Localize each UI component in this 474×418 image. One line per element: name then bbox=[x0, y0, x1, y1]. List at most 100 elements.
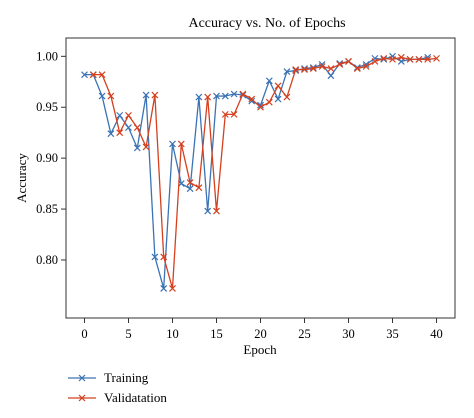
data-point-training bbox=[160, 285, 168, 292]
data-point-validatation bbox=[309, 65, 317, 72]
legend-marker-validatation bbox=[78, 394, 86, 402]
series-layer bbox=[81, 52, 440, 292]
x-tick-label: 35 bbox=[386, 327, 399, 341]
data-point-validatation bbox=[406, 55, 414, 63]
data-point-validatation bbox=[186, 179, 194, 187]
legend-marker-x bbox=[78, 374, 86, 382]
data-point-validatation bbox=[89, 71, 97, 79]
data-point-validatation bbox=[248, 95, 256, 103]
data-point-training bbox=[230, 90, 238, 98]
y-tick-label: 0.95 bbox=[36, 100, 58, 114]
x-tick-label: 30 bbox=[342, 327, 355, 341]
x-tick-label: 10 bbox=[166, 327, 179, 341]
data-point-validatation bbox=[318, 63, 326, 70]
data-point-training bbox=[221, 92, 229, 100]
data-point-training bbox=[213, 92, 220, 100]
plot-area-frame bbox=[65, 37, 456, 319]
data-point-validatation bbox=[169, 285, 176, 292]
data-point-validatation bbox=[274, 82, 282, 90]
data-point-training bbox=[309, 64, 317, 71]
data-point-validatation bbox=[151, 91, 159, 99]
y-tick-label: 0.80 bbox=[36, 253, 58, 267]
x-tick-label: 5 bbox=[125, 327, 131, 341]
legend-marker-x bbox=[78, 394, 86, 402]
data-point-validatation bbox=[142, 143, 150, 151]
data-point-training bbox=[81, 71, 88, 79]
data-point-validatation bbox=[327, 65, 335, 72]
data-point-validatation bbox=[107, 92, 115, 100]
data-point-validatation bbox=[98, 71, 106, 79]
data-point-training bbox=[274, 95, 282, 103]
data-point-training bbox=[151, 253, 159, 261]
x-axis-label: Epoch bbox=[243, 342, 277, 357]
y-tick-label: 0.85 bbox=[36, 202, 58, 216]
data-point-validatation bbox=[433, 54, 440, 62]
data-point-validatation bbox=[125, 111, 132, 119]
x-tick-label: 40 bbox=[430, 327, 443, 341]
chart-title: Accuracy vs. No. of Epochs bbox=[188, 16, 345, 31]
data-point-training bbox=[142, 91, 150, 99]
data-point-validatation bbox=[160, 253, 168, 261]
data-point-validatation bbox=[283, 93, 291, 101]
legend-marker-training bbox=[78, 374, 86, 382]
legend-label-training: Training bbox=[104, 370, 149, 385]
data-point-training bbox=[133, 144, 141, 152]
data-point-validatation bbox=[239, 90, 247, 98]
data-point-validatation bbox=[353, 65, 361, 72]
series-training bbox=[81, 52, 432, 292]
data-point-training bbox=[353, 64, 361, 71]
data-point-training bbox=[204, 207, 212, 215]
data-point-training bbox=[257, 101, 264, 109]
data-point-training bbox=[125, 124, 132, 132]
data-point-validatation bbox=[221, 110, 229, 118]
data-point-validatation bbox=[204, 93, 212, 101]
series-line-validatation bbox=[93, 56, 437, 290]
data-point-training bbox=[186, 185, 194, 193]
data-point-validatation bbox=[292, 66, 300, 73]
data-point-training bbox=[116, 111, 124, 119]
data-point-training bbox=[248, 97, 256, 105]
data-point-validatation bbox=[380, 54, 388, 62]
y-axis-label: Accuracy bbox=[14, 153, 29, 203]
data-point-validatation bbox=[397, 53, 405, 61]
data-point-validatation bbox=[116, 129, 124, 137]
data-point-validatation bbox=[230, 110, 238, 118]
data-point-validatation bbox=[177, 140, 185, 148]
data-point-validatation bbox=[424, 55, 432, 63]
data-point-validatation bbox=[301, 66, 308, 73]
y-tick-label: 1.00 bbox=[36, 49, 58, 63]
data-point-validatation bbox=[257, 103, 264, 111]
data-point-training bbox=[265, 77, 273, 85]
data-point-training bbox=[169, 140, 176, 148]
data-point-validatation bbox=[415, 55, 423, 63]
series-validatation bbox=[89, 53, 440, 292]
data-point-validatation bbox=[265, 98, 273, 106]
x-tick-label: 15 bbox=[210, 327, 223, 341]
x-tick-label: 25 bbox=[298, 327, 311, 341]
data-point-validatation bbox=[195, 184, 203, 192]
data-point-validatation bbox=[213, 207, 220, 215]
data-point-validatation bbox=[362, 63, 370, 70]
data-point-validatation bbox=[345, 57, 352, 65]
x-axis: 0 5 10 15 20 25 30 35 40 bbox=[81, 318, 443, 341]
legend-item-training: Training bbox=[68, 370, 149, 385]
data-point-training bbox=[301, 65, 308, 72]
data-point-validatation bbox=[133, 124, 141, 132]
legend-item-validatation: Validatation bbox=[68, 390, 167, 405]
series-line-training bbox=[84, 55, 428, 290]
data-point-training bbox=[327, 72, 335, 80]
data-point-training bbox=[380, 55, 388, 63]
y-axis: 0.80 0.85 0.90 0.95 1.00 bbox=[36, 49, 66, 267]
data-point-training bbox=[283, 68, 291, 76]
x-tick-label: 20 bbox=[254, 327, 267, 341]
x-tick-label: 0 bbox=[81, 327, 87, 341]
data-point-validatation bbox=[389, 55, 396, 63]
y-tick-label: 0.90 bbox=[36, 151, 58, 165]
data-point-validatation bbox=[371, 57, 379, 65]
data-point-training bbox=[195, 93, 203, 101]
legend-label-validatation: Validatation bbox=[104, 390, 167, 405]
data-point-training bbox=[107, 130, 115, 138]
legend: Training Validatation bbox=[68, 370, 167, 405]
data-point-training bbox=[98, 92, 106, 100]
